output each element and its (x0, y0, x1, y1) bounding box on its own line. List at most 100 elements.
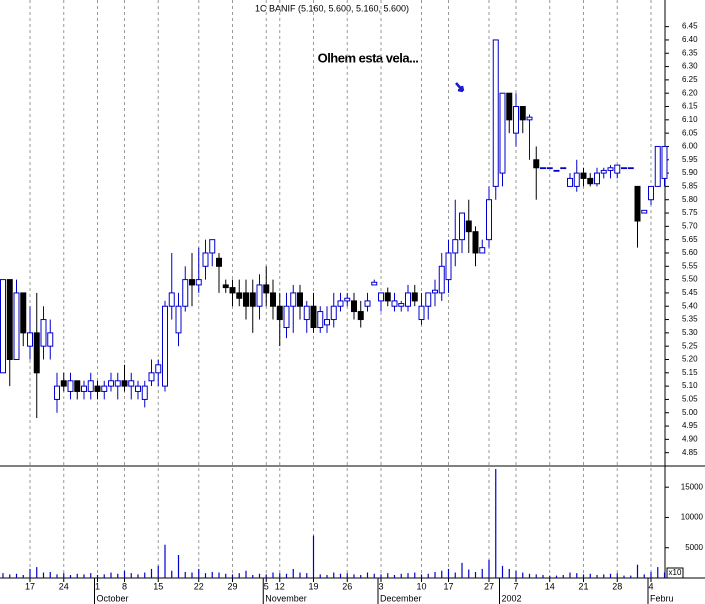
candle-body (74, 380, 81, 392)
x-tick-label: 27 (484, 581, 494, 591)
candle-body (398, 303, 405, 307)
y-tick-label: 5.45 (682, 288, 698, 297)
x-tick-label: 17 (25, 581, 35, 591)
candle-body (202, 252, 209, 267)
candle-body (283, 305, 290, 329)
candle-body (317, 311, 324, 329)
candle-body (121, 380, 128, 387)
candle-body (276, 305, 283, 321)
y-tick-label: 5.05 (682, 395, 698, 404)
candle-body (418, 305, 425, 321)
volume-unit-box (666, 567, 684, 579)
x-tick-label: 29 (227, 581, 237, 591)
x-tick-label: 3 (378, 581, 383, 591)
month-label: Febru (650, 593, 674, 603)
candle-body (108, 380, 114, 387)
y-tick-label: 5.55 (682, 261, 698, 270)
x-tick-label: 1 (95, 581, 100, 591)
candle-body (506, 92, 513, 121)
y-tick-label: 5.35 (682, 315, 698, 324)
month-label: December (380, 593, 422, 603)
candle-body (249, 292, 256, 307)
candle-body (310, 305, 317, 329)
month-label: 2002 (502, 593, 522, 603)
y-tick-label: 6.00 (682, 142, 698, 151)
candle-body (20, 292, 27, 334)
candle-body (155, 364, 162, 374)
y-tick-label: 6.05 (682, 128, 698, 137)
candle-body (459, 212, 465, 241)
x-tick-label: 17 (443, 581, 453, 591)
candle-body (13, 292, 20, 360)
x-tick-label: 7 (513, 581, 518, 591)
y-tick-label: 5.00 (682, 408, 698, 417)
candle-body (47, 332, 54, 347)
y-tick-label: 5.10 (682, 381, 698, 390)
candle-body (533, 159, 540, 169)
y-tick-label: 5.90 (682, 168, 698, 177)
y-tick-label: 6.10 (682, 115, 698, 124)
y-tick-label: 5.60 (682, 248, 698, 257)
candle-body (513, 106, 519, 134)
y-tick-label: 5.25 (682, 341, 698, 350)
candle-body (0, 279, 6, 374)
candle-body (600, 169, 607, 174)
month-label: October (97, 593, 129, 603)
y-tick-label: 5.15 (682, 368, 698, 377)
candle-body (135, 385, 141, 392)
volume-unit-label: x10 (669, 568, 682, 577)
candle-body (499, 92, 506, 174)
candle-body (263, 284, 270, 294)
candle-body (54, 385, 60, 400)
candle-body (425, 292, 432, 307)
x-tick-label: 22 (194, 581, 204, 591)
candle-body (189, 279, 195, 286)
candle-body (560, 167, 567, 170)
x-tick-label: 4 (648, 581, 653, 591)
candle-body (243, 292, 249, 307)
candle-body (182, 279, 189, 307)
candle-body (634, 185, 641, 222)
candle-body (627, 167, 634, 170)
candle-body (357, 311, 364, 321)
y-tick-label: 4.90 (682, 434, 698, 443)
candle-body (526, 116, 533, 121)
y-tick-label: 5.70 (682, 221, 698, 230)
candle-body (6, 279, 13, 360)
y-tick-label: 6.45 (682, 22, 698, 31)
x-tick-label: 8 (122, 581, 127, 591)
candle-body (486, 199, 492, 241)
x-tick-label: 24 (59, 581, 69, 591)
candle-body (33, 332, 40, 374)
candle-body (256, 284, 263, 307)
candle-body (94, 385, 101, 392)
candle-body (594, 172, 600, 185)
y-tick-label: 5.20 (682, 355, 698, 364)
candle-body (114, 380, 121, 387)
y-tick-label: 5.75 (682, 208, 698, 217)
annotation-arrow (455, 82, 465, 93)
candle-body (175, 305, 182, 334)
candle-body (614, 164, 621, 174)
candle-body (445, 252, 452, 281)
candle-body (209, 239, 216, 254)
y-tick-label: 5.65 (682, 235, 698, 244)
candle-body (405, 292, 411, 307)
candle-body (432, 289, 438, 294)
y-tick-label: 5.50 (682, 275, 698, 284)
x-tick-label: 19 (308, 581, 318, 591)
y-tick-label: 6.40 (682, 35, 698, 44)
x-tick-label: 15 (153, 581, 163, 591)
y-tick-label: 6.30 (682, 62, 698, 71)
x-tick-label: 10 (416, 581, 426, 591)
volume-tick-label: 5000 (685, 543, 703, 552)
x-tick-label: 28 (612, 581, 622, 591)
candle-body (661, 145, 668, 179)
candle-body (546, 167, 553, 170)
candle-body (40, 319, 47, 347)
y-tick-label: 5.30 (682, 328, 698, 337)
candle-body (492, 39, 499, 187)
candle-body (270, 292, 276, 307)
volume-tick-label: 10000 (681, 513, 704, 522)
candle-body (391, 300, 398, 307)
